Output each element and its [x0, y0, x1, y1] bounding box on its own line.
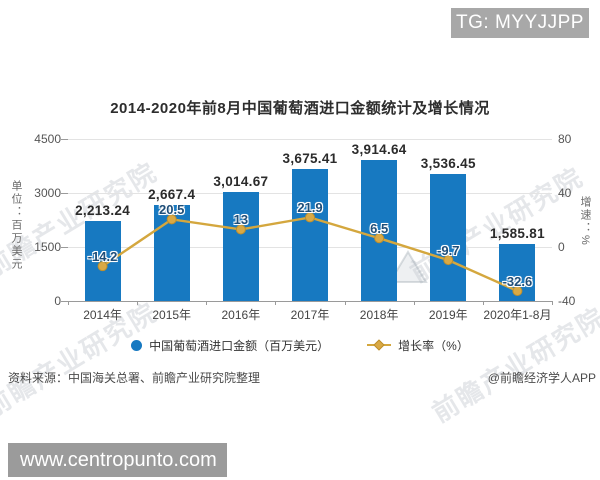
x-axis-baseline	[68, 301, 552, 302]
chart-legend: 中国葡萄酒进口金额（百万美元） 增长率（%）	[0, 336, 600, 354]
site-watermark-bar: www.centropunto.com	[8, 443, 227, 477]
x-axis-tick-label: 2016年	[221, 308, 261, 322]
line-point	[305, 212, 315, 223]
line-point	[374, 233, 385, 244]
x-axis-tick-mark	[344, 301, 346, 305]
x-axis-tick-label: 2020年1-8月	[483, 308, 552, 322]
bar	[292, 168, 328, 301]
chart-title: 2014-2020年前8月中国葡萄酒进口金额统计及增长情况	[110, 100, 490, 117]
bar	[84, 221, 121, 301]
y-axis-tick-label-right: 40	[558, 186, 572, 200]
line-point	[443, 255, 454, 266]
x-axis-tick-mark	[206, 301, 208, 305]
x-axis-tick-label: 2015年	[152, 308, 192, 322]
x-axis-tick-mark	[413, 301, 415, 305]
bar-value-label: 2,213.24	[75, 203, 131, 219]
line-point-label: 6.5	[370, 221, 389, 237]
x-axis-tick-mark	[275, 301, 277, 305]
line-point-label: 13	[233, 212, 249, 228]
bar-series-marker-icon	[131, 339, 143, 351]
legend-item-import-value: 中国葡萄酒进口金额（百万美元）	[131, 337, 329, 354]
line-point	[97, 261, 108, 272]
y-axis-tick-label-left: 1500	[34, 240, 61, 254]
y-axis-tick-label-right: 80	[558, 132, 572, 146]
chart-plot-area: 2,213.24 2,667.4 3,014.67 3,675.41 3,914.64 3…	[61, 139, 553, 305]
bar-value-label: 2,667.4	[148, 186, 196, 202]
line-point-label: -32.6	[502, 274, 533, 289]
legend-item-growth-rate: 增长率（%）	[367, 337, 469, 354]
x-axis-tick-mark	[552, 301, 553, 305]
x-axis-tick-label: 2019年	[428, 308, 468, 322]
source-row: 资料来源：中国海关总署、前瞻产业研究院整理 @前瞻经济学人APP	[8, 369, 596, 386]
bar-value-label: 1,585.81	[489, 225, 545, 241]
x-axis-tick-mark	[137, 301, 139, 305]
y-axis-tick-label-left: 0	[54, 294, 61, 308]
line-point	[166, 214, 177, 225]
y-axis-tick-mark	[61, 193, 68, 194]
right-axis-unit-label: 增速：%	[579, 196, 591, 247]
y-axis-tick-mark	[61, 247, 68, 248]
bar	[361, 160, 398, 301]
line-point-label: -9.7	[437, 243, 460, 259]
x-axis-tick-label: 2014年	[83, 308, 122, 322]
y-axis-tick-mark	[61, 139, 68, 140]
x-axis-tick-mark	[482, 301, 484, 305]
bar-value-label: 3,675.41	[282, 150, 338, 166]
line-series-marker-icon	[367, 339, 392, 351]
bar-value-label: 3,014.67	[213, 174, 269, 190]
data-source-text: 资料来源：中国海关总署、前瞻产业研究院整理	[8, 371, 261, 385]
telegram-badge: TG: MYYJJPP	[451, 8, 589, 38]
y-axis-tick-label-left: 3000	[34, 186, 61, 200]
bar-value-label: 3,914.64	[351, 142, 407, 158]
line-point-label: -14.2	[87, 249, 118, 265]
y-axis-tick-label-left: 4500	[34, 132, 61, 146]
background-watermark-text: 前瞻产业研究院	[0, 296, 163, 424]
line-point	[512, 286, 523, 297]
legend-label: 中国葡萄酒进口金额（百万美元）	[149, 338, 330, 353]
y-axis-tick-mark	[61, 301, 68, 302]
line-point-label: 21.9	[297, 200, 323, 216]
bar	[222, 192, 259, 301]
legend-label: 增长率（%）	[398, 338, 469, 353]
credit-text: @前瞻经济学人APP	[487, 371, 596, 385]
x-axis-tick-label: 2017年	[290, 308, 330, 322]
grid-line	[68, 139, 552, 140]
left-axis-unit-label: 单位：百万美元	[10, 180, 22, 271]
line-point	[235, 224, 246, 235]
bar-value-label: 3,536.45	[420, 155, 476, 171]
x-axis-tick-label: 2018年	[359, 308, 399, 322]
y-axis-tick-label-right: 0	[558, 240, 565, 254]
line-point-label: 20.5	[159, 202, 185, 218]
growth-line-layer	[97, 212, 523, 297]
bar	[430, 173, 467, 301]
y-axis-tick-label-right: -40	[558, 294, 576, 308]
x-axis-tick-mark	[68, 301, 69, 305]
